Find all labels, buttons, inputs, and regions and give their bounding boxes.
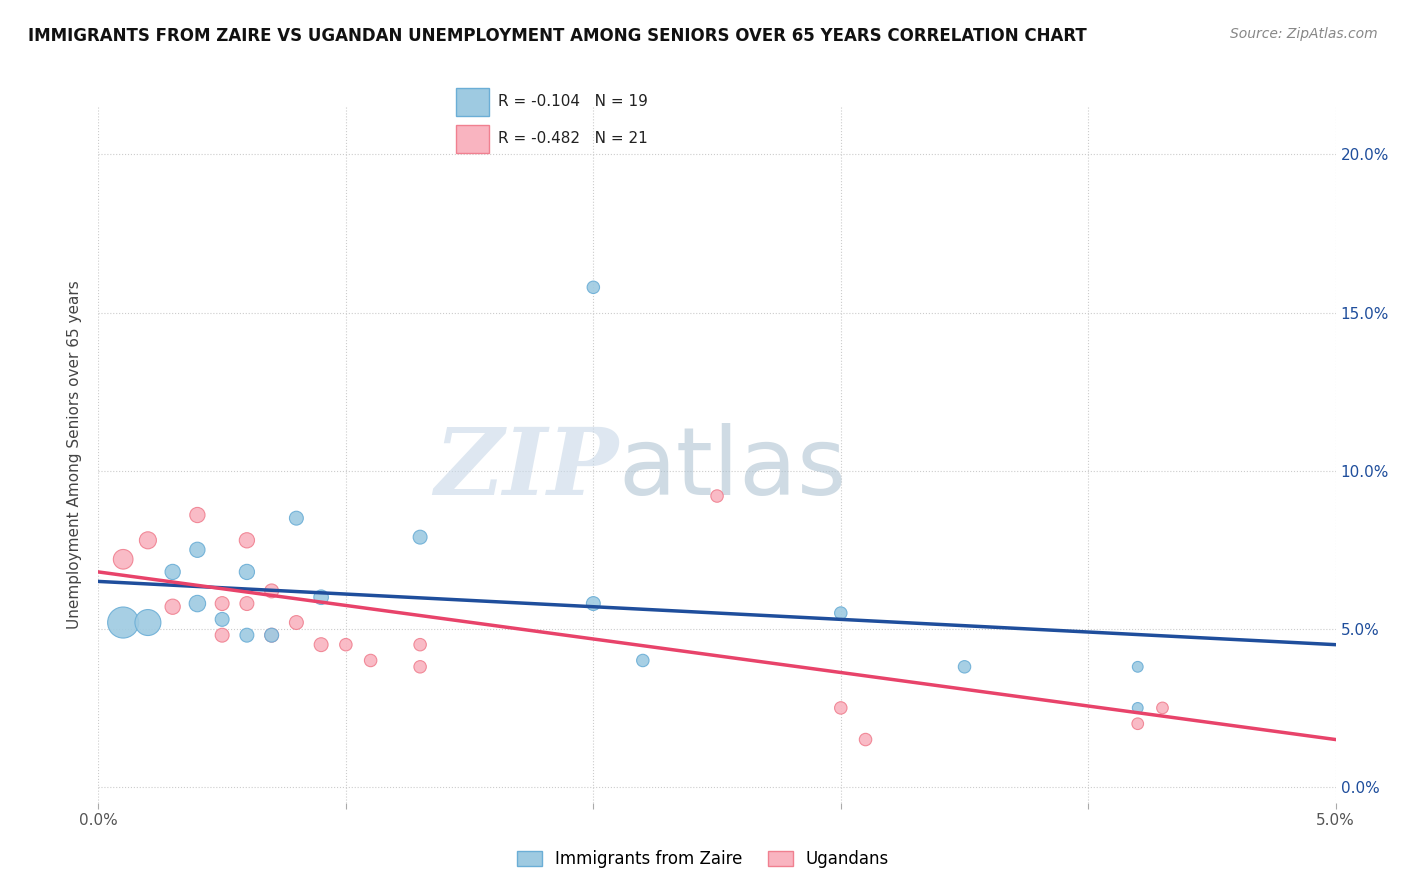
Point (112, 552, 135, 566)
Point (706, 489, 728, 503)
Point (409, 530, 432, 544)
Point (335, 638, 357, 652)
Point (260, 628, 283, 642)
Point (186, 597, 208, 611)
Point (211, 597, 233, 611)
Text: R = -0.104   N = 19: R = -0.104 N = 19 (498, 95, 648, 110)
Text: IMMIGRANTS FROM ZAIRE VS UGANDAN UNEMPLOYMENT AMONG SENIORS OVER 65 YEARS CORREL: IMMIGRANTS FROM ZAIRE VS UGANDAN UNEMPLO… (28, 27, 1087, 45)
Point (236, 565, 259, 579)
Point (409, 638, 432, 652)
Point (162, 599, 184, 614)
Point (186, 542, 208, 557)
Point (830, 701, 852, 715)
Point (285, 615, 308, 630)
Point (1126, 716, 1149, 731)
Point (211, 612, 233, 626)
Point (631, 653, 654, 667)
Point (309, 638, 332, 652)
Point (112, 615, 135, 630)
Point (136, 615, 159, 630)
Point (236, 597, 259, 611)
Point (953, 660, 976, 674)
Text: atlas: atlas (619, 423, 846, 515)
Text: R = -0.482   N = 21: R = -0.482 N = 21 (498, 131, 648, 146)
FancyBboxPatch shape (456, 88, 489, 117)
Point (260, 628, 283, 642)
Point (236, 628, 259, 642)
Point (162, 565, 184, 579)
Point (211, 628, 233, 642)
Text: Source: ZipAtlas.com: Source: ZipAtlas.com (1230, 27, 1378, 41)
Point (830, 606, 852, 620)
Point (136, 533, 159, 548)
Point (855, 732, 877, 747)
Point (285, 511, 308, 525)
Point (309, 591, 332, 605)
Point (1152, 701, 1174, 715)
Text: ZIP: ZIP (434, 424, 619, 514)
Point (360, 653, 382, 667)
Point (582, 597, 605, 611)
Point (582, 280, 605, 294)
Y-axis label: Unemployment Among Seniors over 65 years: Unemployment Among Seniors over 65 years (67, 281, 83, 629)
Point (409, 660, 432, 674)
Point (1126, 701, 1149, 715)
Point (236, 533, 259, 548)
Point (1126, 660, 1149, 674)
FancyBboxPatch shape (456, 125, 489, 153)
Point (186, 508, 208, 522)
Point (260, 583, 283, 598)
Legend: Immigrants from Zaire, Ugandans: Immigrants from Zaire, Ugandans (510, 844, 896, 875)
